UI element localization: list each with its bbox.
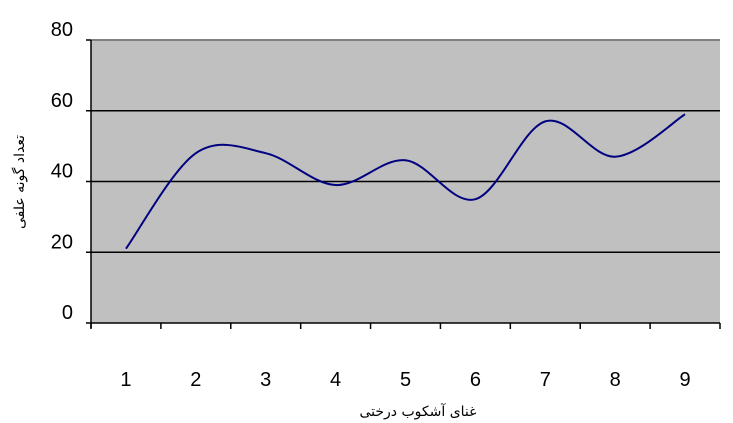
x-tick-label: 7	[540, 369, 551, 391]
y-tick-label: 40	[51, 161, 73, 183]
x-tick-label: 4	[330, 369, 341, 391]
series-line	[125, 113, 686, 250]
y-tick-label: 20	[51, 231, 73, 253]
x-tick-label: 3	[260, 369, 271, 391]
x-tick-label: 2	[190, 369, 201, 391]
x-tick-label: 1	[120, 369, 131, 391]
y-axis-title: تعداد گونه علفی	[11, 135, 28, 229]
y-tick-label: 0	[62, 302, 73, 324]
x-tick-label: 9	[679, 369, 690, 391]
x-tick-label: 6	[470, 369, 481, 391]
x-tick-label: 8	[610, 369, 621, 391]
x-tick-label: 5	[400, 369, 411, 391]
x-axis-title: غنای آشکوب درختی	[360, 403, 477, 420]
y-tick-label: 60	[51, 90, 73, 112]
y-tick-label: 80	[51, 19, 73, 41]
